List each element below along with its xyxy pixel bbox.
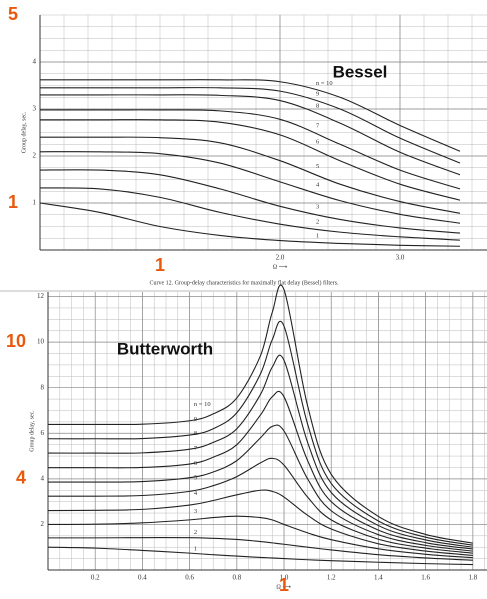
series-line <box>47 515 473 559</box>
series-label: 4 <box>316 182 320 189</box>
series-label: 4 <box>194 490 198 497</box>
series-label: 5 <box>316 163 319 170</box>
y-tick-label: 10 <box>37 338 45 346</box>
annotation: 1 <box>8 192 18 212</box>
x-tick-label: 1.8 <box>468 574 477 582</box>
series-line <box>47 457 473 554</box>
series-line <box>40 87 461 164</box>
x-axis-label: Ω ⟶ <box>276 584 291 590</box>
x-tick-label: 1.0 <box>280 574 289 582</box>
annotation: 1 <box>279 575 289 595</box>
series-line <box>47 424 473 552</box>
series-line <box>39 169 461 234</box>
y-tick-label: 2 <box>33 152 37 160</box>
series-label: 7 <box>194 445 198 452</box>
series-label: 8 <box>316 102 319 109</box>
series-label: 7 <box>316 122 320 129</box>
series-line <box>39 202 461 247</box>
series-label: 6 <box>316 138 320 145</box>
annotation: 5 <box>8 4 18 24</box>
x-tick-label: 3.0 <box>396 254 405 262</box>
series-line <box>39 187 461 241</box>
chart-title: Butterworth <box>117 339 213 358</box>
series-label: 1 <box>194 545 197 552</box>
series-label: 2 <box>194 529 197 536</box>
y-axis-label: Group delay, sec. <box>21 111 27 153</box>
series-label: 3 <box>316 203 319 210</box>
y-tick-label: 1 <box>33 199 37 207</box>
series-line <box>39 94 461 176</box>
annotation: 1 <box>155 255 165 275</box>
x-tick-label: 1.4 <box>374 574 383 582</box>
series-line <box>39 151 461 224</box>
x-axis-label: Ω ⟶ <box>273 264 288 270</box>
x-tick-label: 2.0 <box>276 254 285 262</box>
y-tick-label: 3 <box>33 105 37 113</box>
x-tick-label: 0.2 <box>91 574 100 582</box>
series-label: 3 <box>194 508 197 515</box>
series-label: 2 <box>316 219 319 226</box>
series-label: n = 10 <box>316 80 333 87</box>
y-tick-label: 8 <box>41 383 45 391</box>
x-tick-label: 0.6 <box>185 574 194 582</box>
y-tick-label: 12 <box>37 292 45 300</box>
annotation: 10 <box>6 331 26 351</box>
x-tick-label: 1.6 <box>421 574 430 582</box>
series-line <box>47 284 473 544</box>
y-tick-label: 4 <box>41 474 45 482</box>
x-tick-label: 1.2 <box>327 574 336 582</box>
series-line <box>39 136 461 214</box>
series-line <box>47 489 473 556</box>
series-line <box>47 320 473 546</box>
y-tick-label: 4 <box>33 58 37 66</box>
series-line <box>47 537 473 561</box>
y-tick-label: 2 <box>41 520 45 528</box>
series-line <box>47 390 473 550</box>
y-axis-label: Group delay, sec. <box>29 410 35 452</box>
chart-title: Bessel <box>333 62 388 81</box>
y-tick-label: 6 <box>41 429 45 437</box>
series-label: 9 <box>316 91 319 98</box>
series-line <box>47 354 473 548</box>
series-line <box>39 79 461 152</box>
series-label: 1 <box>316 232 319 239</box>
series-label: 5 <box>194 474 197 481</box>
x-tick-label: 0.8 <box>232 574 241 582</box>
series-label: n = 10 <box>194 401 211 408</box>
series-line <box>40 109 461 190</box>
series-line <box>47 546 473 566</box>
x-tick-label: 0.4 <box>138 574 147 582</box>
series-line <box>40 119 461 201</box>
caption: Curve 12. Group-delay characteristics fo… <box>149 279 339 286</box>
annotation: 4 <box>16 468 26 488</box>
series-label: 6 <box>194 460 198 467</box>
